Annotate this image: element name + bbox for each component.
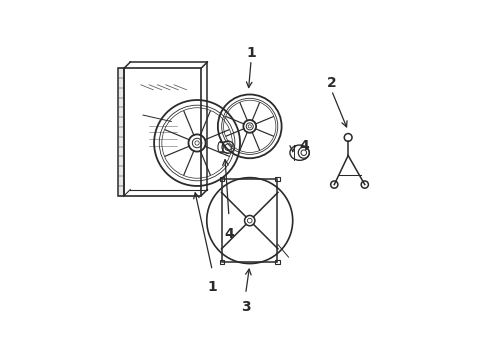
Text: 1: 1 [246, 46, 256, 60]
Bar [118, 68, 124, 195]
Text: 4: 4 [299, 139, 309, 153]
Text: 1: 1 [207, 280, 217, 294]
Text: 2: 2 [327, 76, 337, 90]
Text: 4: 4 [224, 228, 234, 242]
Text: 3: 3 [241, 300, 250, 314]
Bar [124, 68, 201, 195]
Bar [222, 179, 277, 262]
